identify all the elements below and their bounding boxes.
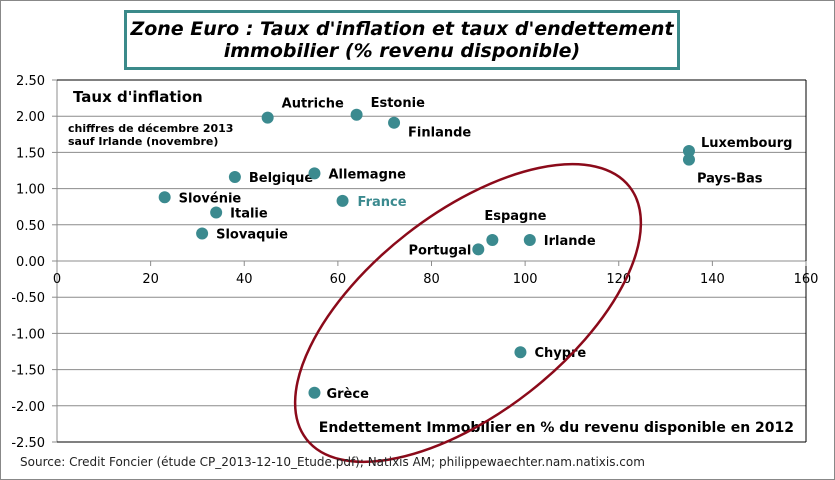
x-tick-label: 160 (794, 272, 819, 287)
data-point-label: Allemagne (328, 167, 406, 182)
data-point-label: Belgique (249, 171, 314, 186)
data-point-label: Luxembourg (701, 136, 793, 151)
data-point-marker (308, 386, 321, 399)
data-point-label: Portugal (408, 243, 471, 258)
y-tick-label: 0.50 (16, 219, 45, 234)
x-tick-label: 0 (53, 272, 61, 287)
data-point-marker (472, 243, 485, 256)
data-point-label: Autriche (282, 97, 344, 112)
data-point-label: Finlande (408, 126, 471, 141)
data-point-label: Irlande (544, 234, 596, 249)
data-point-marker (228, 171, 241, 184)
data-point-marker (388, 116, 401, 129)
y-tick-label: 2.00 (16, 110, 45, 125)
chart-title-box: Zone Euro : Taux d'inflation et taux d'e… (124, 10, 680, 70)
x-axis-title: Endettement Immobilier en % du revenu di… (319, 420, 794, 436)
y-tick-label: 2.50 (16, 74, 45, 89)
x-tick-label: 60 (330, 272, 347, 287)
data-point-marker (350, 108, 363, 121)
y-axis-title: Taux d'inflation (73, 88, 203, 106)
data-point-label: Slovénie (179, 191, 242, 206)
data-point-marker (682, 144, 695, 157)
data-point-label: Pays-Bas (697, 172, 763, 187)
data-point-label: Espagne (484, 209, 546, 224)
x-tick-label: 100 (513, 272, 538, 287)
data-point-label: France (358, 195, 407, 210)
data-point-marker (523, 234, 536, 247)
data-point-label: Chypre (534, 346, 586, 361)
y-tick-label: -2.00 (11, 400, 45, 415)
data-point-marker (682, 153, 695, 166)
y-tick-label: -2.50 (11, 436, 45, 451)
note-line-1: chiffres de décembre 2013 (68, 122, 233, 135)
x-tick-label: 80 (423, 272, 440, 287)
data-point-marker (210, 206, 223, 219)
data-point-marker (514, 346, 527, 359)
data-point-marker (261, 111, 274, 124)
note-line-2: sauf Irlande (novembre) (68, 135, 218, 148)
data-point-label: Estonie (371, 96, 425, 111)
source-note: Source: Credit Foncier (étude CP_2013-12… (20, 455, 645, 469)
highlight-ellipse (293, 162, 643, 464)
y-tick-label: -1.00 (11, 327, 45, 342)
x-tick-label: 140 (700, 272, 725, 287)
y-tick-label: -0.50 (11, 291, 45, 306)
y-tick-label: 1.50 (16, 146, 45, 161)
data-point-marker (336, 194, 349, 207)
data-point-label: Grèce (326, 387, 369, 402)
y-tick-label: 0.00 (16, 255, 45, 270)
data-point-label: Slovaquie (216, 227, 288, 242)
y-tick-label: -1.50 (11, 364, 45, 379)
data-point-marker (308, 167, 321, 180)
data-point-marker (196, 227, 209, 240)
y-tick-label: 1.00 (16, 183, 45, 198)
x-tick-label: 20 (142, 272, 159, 287)
chart-title: Zone Euro : Taux d'inflation et taux d'e… (130, 18, 674, 62)
x-tick-label: 40 (236, 272, 253, 287)
data-point-marker (158, 191, 171, 204)
data-point-label: Italie (230, 206, 268, 221)
data-point-marker (486, 234, 499, 247)
